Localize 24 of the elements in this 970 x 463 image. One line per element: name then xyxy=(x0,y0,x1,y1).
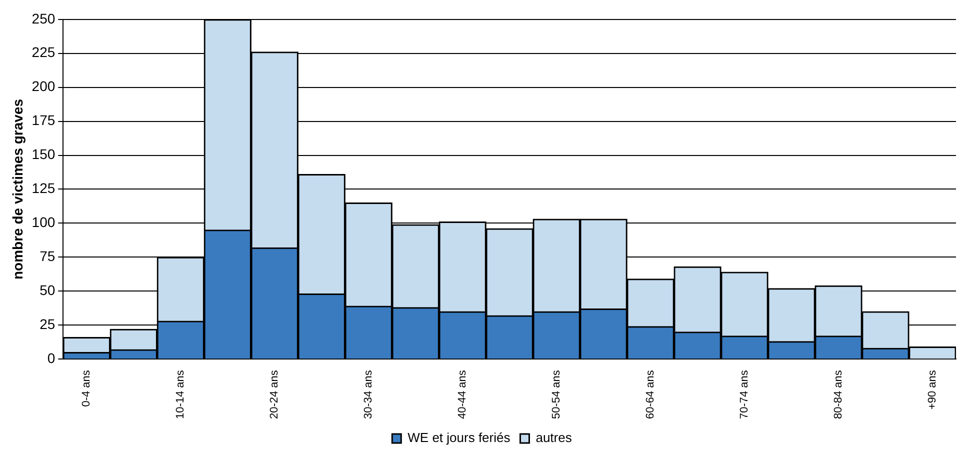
legend-label: WE et jours feriés xyxy=(408,430,511,446)
x-tick-label: 0-4 ans xyxy=(80,370,93,407)
legend-label: autres xyxy=(536,430,572,446)
y-tick-label: 0 xyxy=(47,350,56,366)
x-tick-label: 60-64 ans xyxy=(644,370,657,420)
y-tick-label: 75 xyxy=(40,248,56,264)
y-axis-title: nombre de victimes graves xyxy=(9,98,26,280)
x-tick-label: 30-34 ans xyxy=(362,370,375,420)
x-tick-label: 10-14 ans xyxy=(174,370,187,420)
y-tick-label: 225 xyxy=(32,44,56,60)
x-tick-label: 20-24 ans xyxy=(268,370,281,420)
y-tick-label: 150 xyxy=(32,146,56,162)
y-tick-label: 50 xyxy=(40,282,56,298)
x-tick-label: 50-54 ans xyxy=(550,370,563,420)
y-tick-label: 100 xyxy=(32,214,56,230)
y-tick-label: 25 xyxy=(40,316,56,332)
y-tick-label: 200 xyxy=(32,78,56,94)
x-tick-label: 80-84 ans xyxy=(832,370,845,420)
x-tick-label: 40-44 ans xyxy=(456,370,469,420)
y-tick-label: 175 xyxy=(32,112,56,128)
y-tick-label: 250 xyxy=(32,10,56,26)
x-tick-label: +90 ans xyxy=(926,370,939,410)
y-tick-label: 125 xyxy=(32,180,56,196)
x-tick-label: 70-74 ans xyxy=(738,370,751,420)
